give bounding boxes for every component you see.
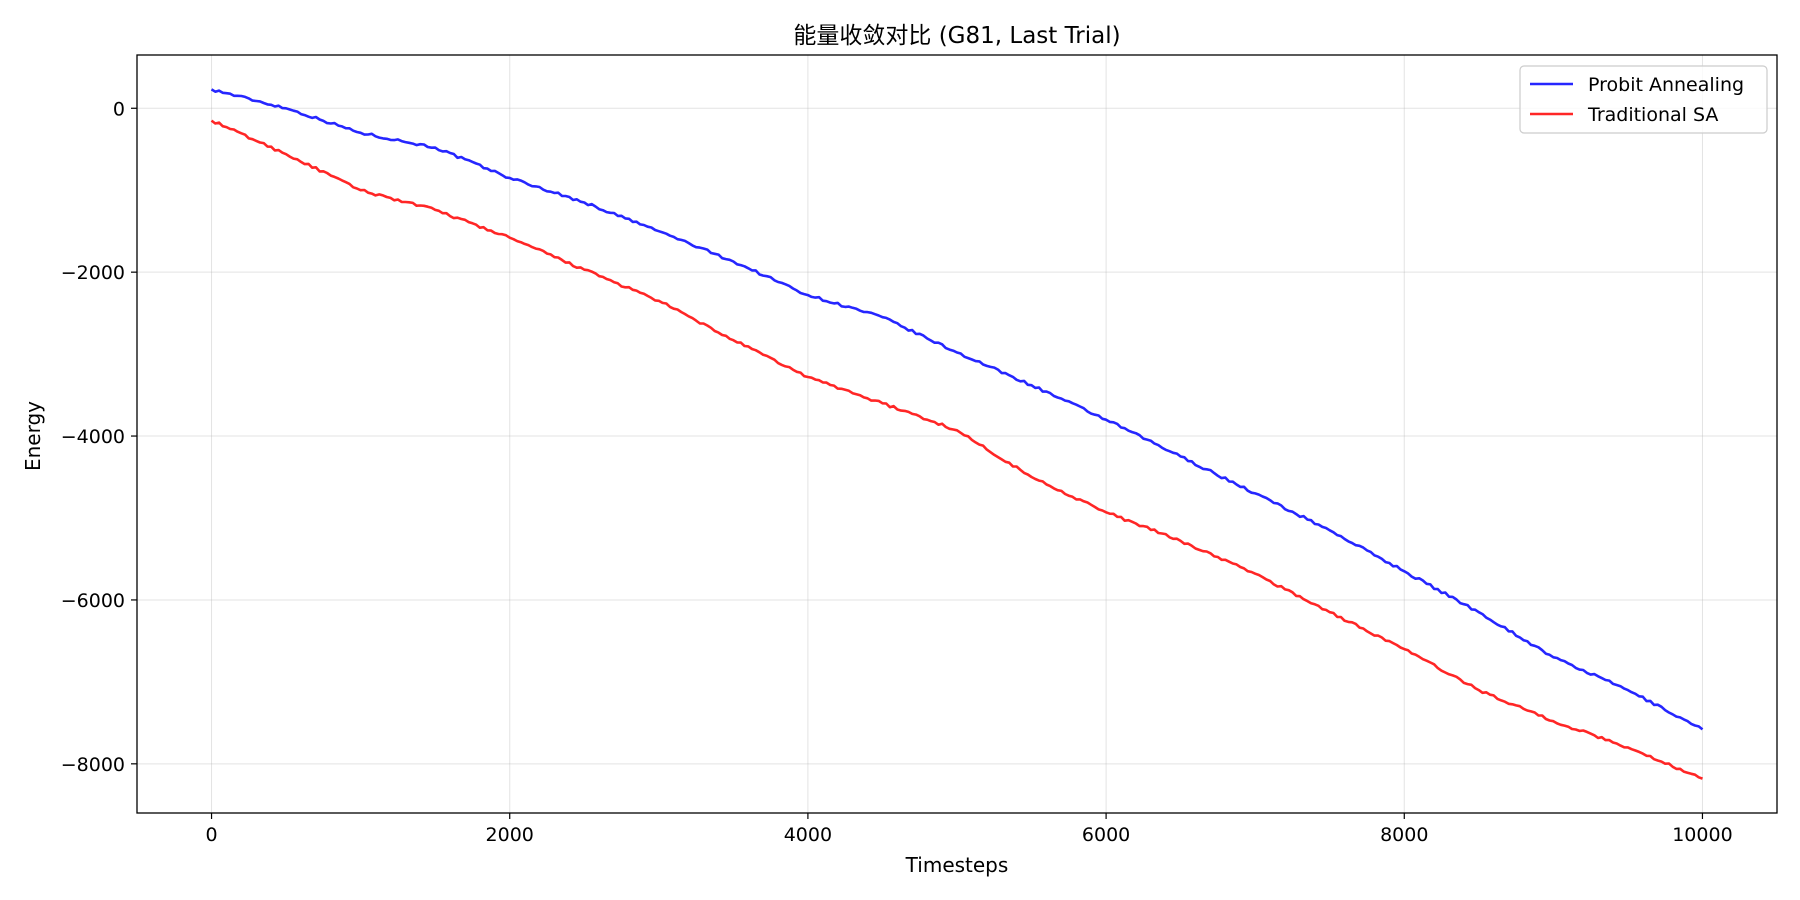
- legend-label-traditional-sa: Traditional SA: [1587, 104, 1718, 126]
- legend-box: [1519, 65, 1768, 134]
- y-tick-label: −8000: [61, 754, 125, 776]
- x-tick-label: 8000: [1380, 824, 1428, 846]
- x-tick-label: 6000: [1082, 824, 1130, 846]
- legend-label-probit-annealing: Probit Annealing: [1588, 74, 1744, 96]
- series-line-traditional-sa: [210, 119, 1703, 780]
- y-tick-label: −4000: [61, 426, 125, 448]
- x-tick-label: 4000: [784, 824, 832, 846]
- x-axis-label: Timesteps: [905, 853, 1009, 877]
- chart-title: 能量收敛对比 (G81, Last Trial): [793, 23, 1120, 49]
- series-group: [210, 88, 1704, 780]
- y-tick-label: 0: [113, 98, 125, 120]
- series-line-probit-annealing: [210, 88, 1704, 731]
- x-tick-label: 0: [205, 824, 217, 846]
- grid: [137, 55, 1777, 813]
- x-tick-label: 2000: [486, 824, 534, 846]
- y-tick-label: −2000: [61, 262, 125, 284]
- ticks: 0 2000 4000 6000 8000 10000 0 −2000 −4000 −6000 −8…: [61, 98, 1733, 846]
- x-tick-label: 10000: [1672, 824, 1732, 846]
- plot-frame: [136, 54, 1778, 814]
- y-tick-label: −6000: [61, 590, 125, 612]
- y-axis-label: Energy: [21, 401, 45, 471]
- legend: Probit Annealing Traditional SA: [1519, 65, 1768, 134]
